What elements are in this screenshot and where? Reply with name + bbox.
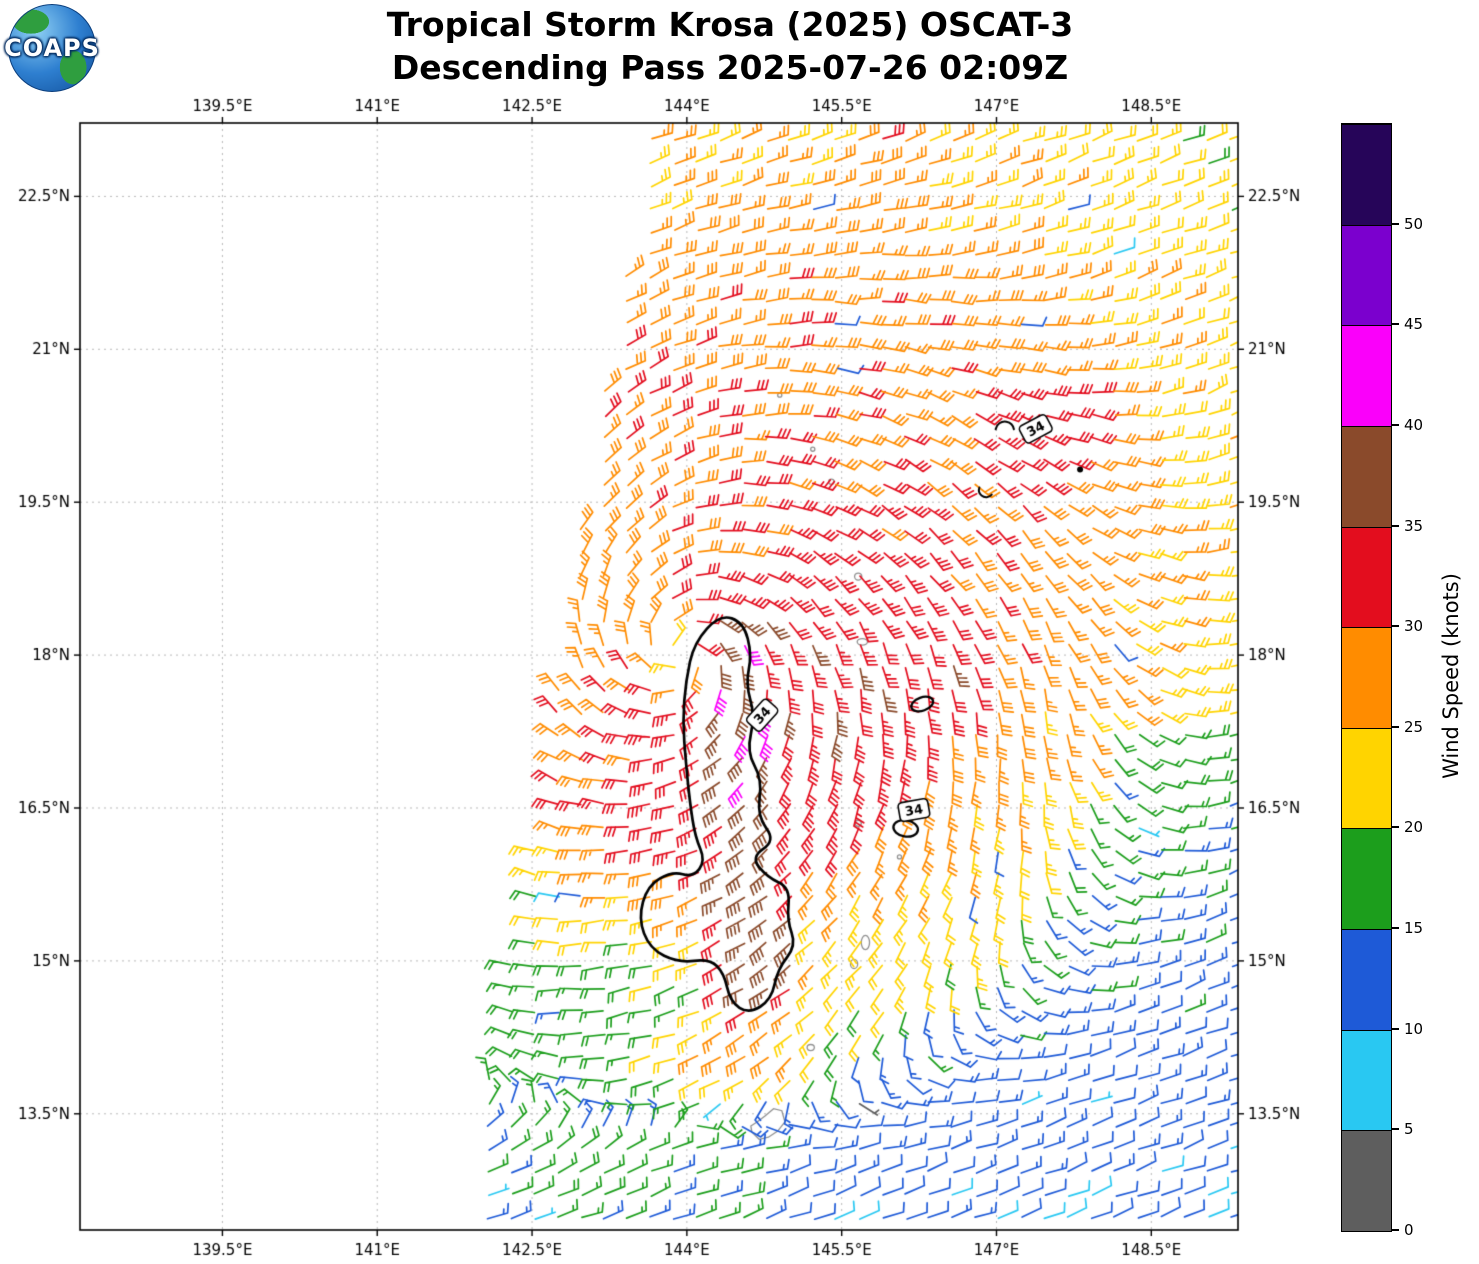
- colorbar-axis-label: Wind Speed (knots): [1439, 573, 1463, 779]
- colorbar-segment: [1342, 325, 1391, 426]
- colorbar-tick-label: 50: [1404, 214, 1424, 233]
- colorbar-tickmark: [1392, 927, 1399, 930]
- colorbar-tickmark: [1392, 625, 1399, 628]
- colorbar-tick-label: 0: [1404, 1221, 1414, 1239]
- colorbar-segment: [1342, 627, 1391, 728]
- colorbar-tick-label: 20: [1404, 818, 1424, 837]
- colorbar-segment: [1342, 124, 1391, 225]
- colorbar-tick-label: 25: [1404, 717, 1424, 736]
- colorbar-tickmark: [1392, 323, 1399, 326]
- colorbar-tick-label: 10: [1404, 1019, 1424, 1038]
- colorbar-tickmark: [1392, 1128, 1399, 1131]
- colorbar-segment: [1342, 1130, 1391, 1231]
- colorbar-segment: [1342, 526, 1391, 628]
- colorbar: [1341, 123, 1392, 1232]
- colorbar-tick-label: 5: [1404, 1120, 1414, 1139]
- colorbar-segment: [1342, 224, 1391, 326]
- colorbar-tickmark: [1392, 1027, 1399, 1030]
- colorbar-tickmark: [1392, 1229, 1399, 1231]
- colorbar-tick-label: 15: [1404, 919, 1424, 938]
- colorbar-tick-label: 30: [1404, 617, 1424, 636]
- colorbar-tickmark: [1392, 222, 1399, 225]
- colorbar-segment: [1342, 425, 1391, 527]
- colorbar-tickmark: [1392, 524, 1399, 527]
- colorbar-tickmark: [1392, 423, 1399, 426]
- colorbar-tick-label: 40: [1404, 415, 1424, 434]
- colorbar-tickmark: [1392, 725, 1399, 728]
- colorbar-tickmark: [1392, 826, 1399, 829]
- colorbar-segment: [1342, 828, 1391, 930]
- colorbar-segment: [1342, 929, 1391, 1030]
- colorbar-segment: [1342, 1029, 1391, 1131]
- colorbar-tick-label: 35: [1404, 516, 1424, 535]
- colorbar-tick-label: 45: [1404, 315, 1424, 334]
- colorbar-segment: [1342, 727, 1391, 829]
